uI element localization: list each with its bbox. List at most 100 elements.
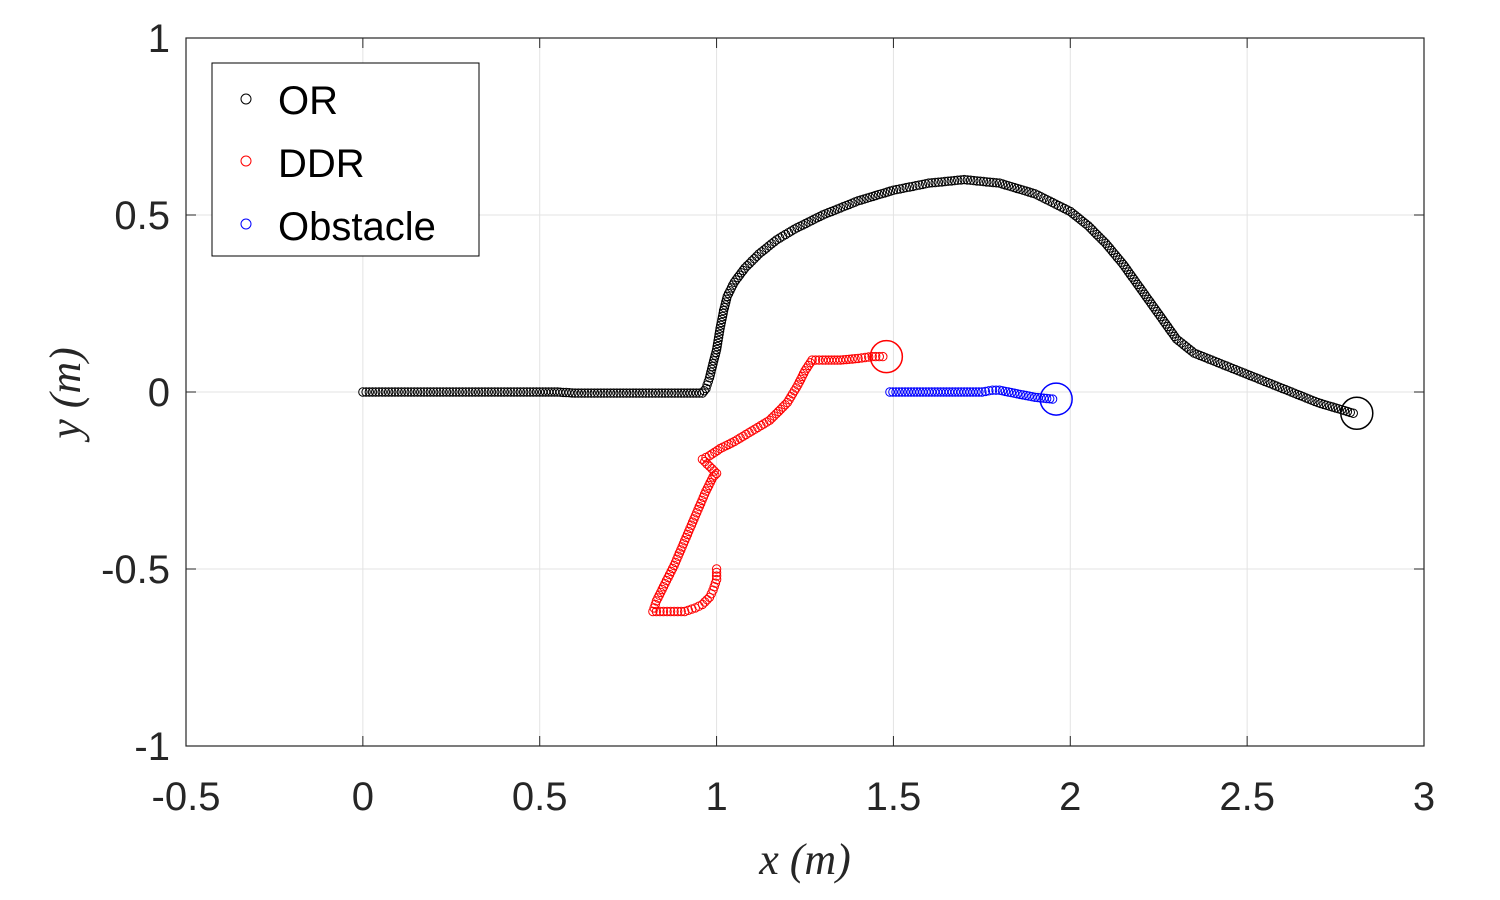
data-point-or [602, 388, 612, 398]
data-point-or [502, 387, 513, 397]
data-point-or [564, 388, 574, 398]
data-point-or [403, 387, 413, 397]
data-point-or [1154, 309, 1164, 319]
data-point-or [364, 387, 374, 397]
data-point-or [663, 388, 673, 398]
data-point-ddr [805, 358, 815, 368]
data-point-or [972, 176, 982, 186]
data-point-ddr [711, 564, 722, 574]
data-point-or [670, 388, 680, 398]
data-point-or [573, 388, 583, 398]
data-point-or [1134, 282, 1145, 292]
data-point-or [1164, 324, 1175, 334]
data-point-or [625, 388, 635, 398]
data-point-obstacle [932, 387, 943, 397]
data-point-or [647, 388, 657, 398]
data-point-or [969, 175, 979, 186]
data-point-or [596, 388, 606, 398]
data-point-or [605, 388, 616, 398]
data-point-or [789, 224, 800, 234]
data-point-ddr [676, 606, 686, 617]
data-point-ddr [712, 445, 723, 456]
data-point-obstacle [962, 387, 972, 397]
data-point-ddr [871, 351, 881, 362]
data-point-ddr [864, 352, 874, 362]
x-axis-label: x (m) [758, 835, 851, 884]
data-point-or [387, 387, 397, 397]
data-point-or [580, 388, 590, 398]
data-point-ddr [669, 606, 679, 617]
data-point-ddr [711, 571, 722, 581]
data-point-obstacle [891, 387, 901, 397]
legend-label-obstacle: Obstacle [278, 205, 436, 249]
data-point-or [786, 226, 797, 236]
data-point-or [631, 388, 641, 398]
data-point-ddr [791, 383, 801, 393]
data-point-or [583, 388, 593, 398]
data-point-ddr [658, 606, 669, 617]
data-point-or [888, 185, 899, 195]
end-marker-or [1340, 396, 1374, 430]
data-point-obstacle [906, 387, 916, 397]
data-point-or [685, 388, 695, 398]
data-point-ddr [702, 595, 712, 605]
y-tick-label: 1 [148, 17, 170, 61]
data-point-or [1168, 329, 1178, 339]
data-point-ddr [702, 459, 712, 469]
data-point-ddr [709, 466, 719, 476]
data-point-ddr [807, 355, 817, 365]
data-point-ddr [794, 377, 804, 387]
data-point-or [409, 387, 419, 397]
data-point-or [480, 387, 490, 397]
data-point-or [628, 388, 638, 398]
data-point-or [428, 387, 439, 397]
data-point-ddr [878, 351, 888, 362]
data-point-ddr [802, 363, 812, 373]
data-point-or [713, 332, 724, 343]
data-point-or [985, 177, 995, 187]
ticks: -0.5 0 0.5 1 1.5 2 2.5 3 -1 -0.5 0 0.5 1 [101, 17, 1435, 819]
data-point-or [448, 387, 458, 397]
data-point-ddr [853, 353, 863, 364]
data-point-or [396, 387, 407, 397]
data-point-obstacle [903, 387, 913, 397]
data-point-or [390, 387, 400, 397]
data-point-or [673, 388, 683, 398]
data-point-or [599, 388, 609, 398]
data-point-ddr [832, 355, 843, 365]
data-point-or [733, 272, 743, 283]
data-point-or [374, 387, 384, 397]
data-point-obstacle [900, 387, 910, 397]
y-tick-label: 0 [148, 371, 170, 415]
data-point-or [1159, 316, 1169, 327]
data-point-or [956, 175, 966, 185]
data-point-or [380, 387, 391, 397]
data-point-obstacle [938, 387, 949, 397]
data-point-obstacle [1045, 394, 1055, 404]
data-point-or [445, 387, 455, 397]
legend-marker-obstacle [240, 218, 252, 230]
data-point-or [898, 183, 908, 194]
data-point-ddr [711, 468, 722, 479]
data-point-or [509, 387, 519, 397]
data-point-or [506, 387, 516, 397]
data-point-obstacle [991, 385, 1001, 395]
data-point-or [451, 387, 461, 397]
data-point-ddr [844, 354, 854, 364]
data-point-or [570, 388, 580, 398]
data-point-ddr [665, 606, 676, 617]
data-point-or [978, 176, 989, 187]
data-point-or [358, 387, 368, 397]
y-tick-label: -1 [134, 725, 170, 769]
data-point-or [660, 388, 670, 398]
data-point-or [930, 177, 940, 188]
data-point-or [740, 263, 750, 273]
data-point-or [920, 179, 931, 189]
data-point-or [712, 338, 723, 349]
data-point-or [1157, 314, 1168, 324]
data-point-or [435, 387, 445, 397]
data-point-or [425, 387, 436, 397]
data-point-or [1145, 297, 1155, 307]
data-point-or [419, 387, 429, 397]
legend-marker-ddr [240, 155, 252, 167]
